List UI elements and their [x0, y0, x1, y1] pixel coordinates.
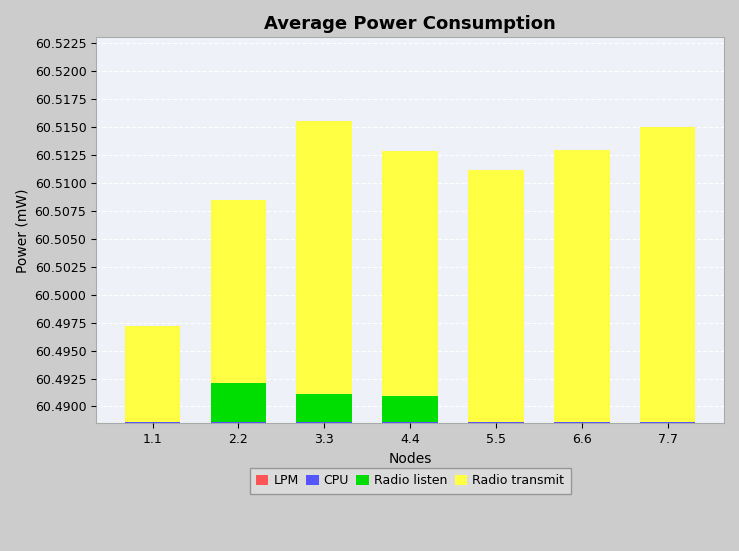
- Bar: [640, 422, 695, 423]
- Title: Average Power Consumption: Average Power Consumption: [265, 15, 556, 33]
- Bar: [468, 170, 524, 422]
- Bar: [296, 422, 353, 423]
- Bar: [125, 326, 180, 422]
- Y-axis label: Power (mW): Power (mW): [15, 188, 29, 273]
- Bar: [211, 422, 266, 423]
- Bar: [211, 383, 266, 422]
- Bar: [382, 396, 438, 422]
- Bar: [554, 422, 610, 423]
- Bar: [211, 199, 266, 383]
- Legend: LPM, CPU, Radio listen, Radio transmit: LPM, CPU, Radio listen, Radio transmit: [250, 468, 571, 494]
- Bar: [296, 121, 353, 394]
- X-axis label: Nodes: Nodes: [389, 451, 432, 466]
- Bar: [554, 150, 610, 422]
- Bar: [382, 422, 438, 423]
- Bar: [296, 394, 353, 422]
- Bar: [125, 422, 180, 423]
- Bar: [640, 127, 695, 422]
- Bar: [382, 152, 438, 396]
- Bar: [468, 422, 524, 423]
